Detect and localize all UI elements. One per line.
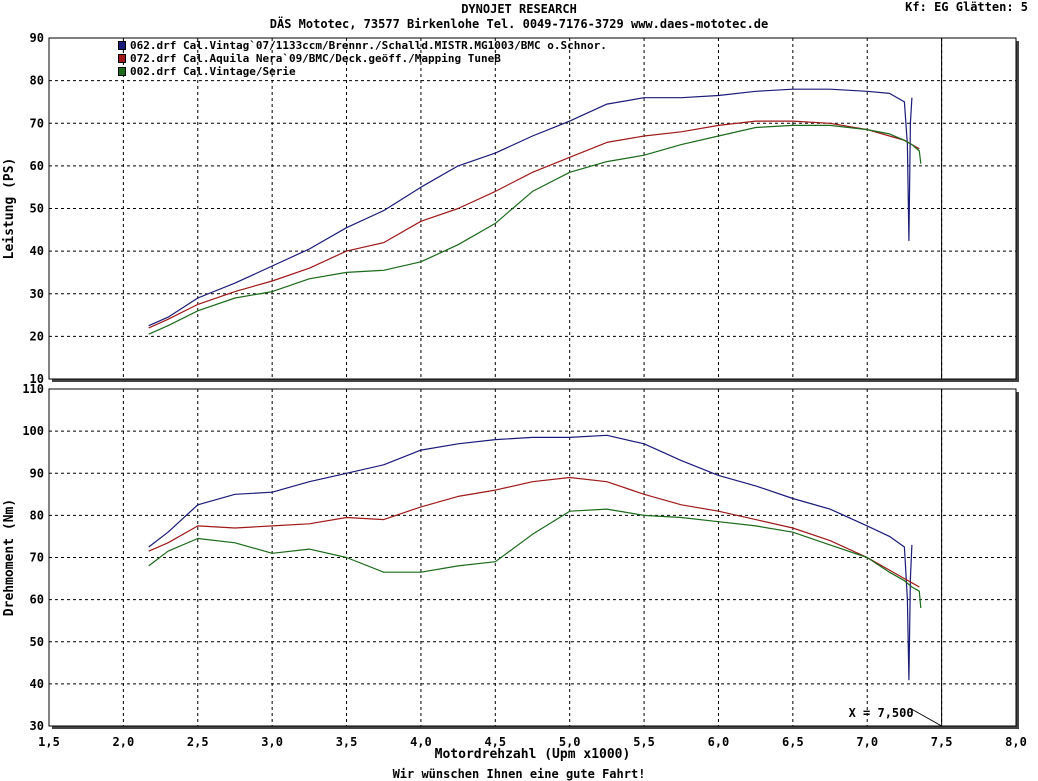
power-y-tick-label: 70 [30, 116, 44, 130]
power-series-062 [148, 88, 913, 327]
torque-series-062 [148, 434, 913, 681]
cursor-label: X = 7,500 [849, 706, 914, 720]
torque-y-tick-label: 80 [30, 508, 44, 522]
legend-swatch-072 [118, 54, 126, 63]
x-tick-label: 1,5 [38, 735, 60, 749]
x-tick-label: 6,5 [782, 735, 804, 749]
legend-label-002: 002.drf Cal.Vintage/Serie [130, 65, 296, 78]
smoothing-info: Kf: EG Glätten: 5 [905, 0, 1028, 14]
x-tick-label: 5,5 [633, 735, 655, 749]
legend-item-072: 072.drf Cal.Aquila Nera`09/BMC/Deck.geöf… [118, 52, 501, 65]
power-y-tick-label: 40 [30, 244, 44, 258]
legend-item-062: 062.drf Cal.Vintag`07/1133ccm/Brennr./Sc… [118, 39, 607, 52]
x-axis-label: Motordrehzahl (Upm x1000) [435, 747, 631, 762]
footer-text: Wir wünschen Ihnen eine gute Fahrt! [392, 767, 646, 781]
power-y-tick-label: 30 [30, 287, 44, 301]
legend-label-062: 062.drf Cal.Vintag`07/1133ccm/Brennr./Sc… [130, 39, 607, 52]
legend-item-002: 002.drf Cal.Vintage/Serie [118, 65, 296, 78]
torque-series-002 [148, 508, 922, 609]
legend-swatch-062 [118, 41, 126, 50]
power-series-002 [148, 124, 922, 335]
torque-y-tick-label: 30 [30, 719, 44, 733]
torque-y-tick-label: 90 [30, 466, 44, 480]
torque-y-tick-label: 40 [30, 677, 44, 691]
x-tick-label: 4,5 [484, 735, 506, 749]
power-y-tick-label: 90 [30, 31, 44, 45]
x-tick-label: 7,0 [856, 735, 878, 749]
chart-subtitle: DÄS Mototec, 73577 Birkenlohe Tel. 0049-… [269, 17, 769, 31]
x-tick-label: 4,0 [410, 735, 432, 749]
x-tick-label: 5,0 [559, 735, 581, 749]
x-tick-label: 2,5 [187, 735, 209, 749]
power-y-axis-label: Leistung (PS) [2, 158, 17, 260]
x-tick-label: 3,0 [261, 735, 283, 749]
x-tick-label: 2,0 [113, 735, 135, 749]
legend-swatch-002 [118, 67, 126, 76]
power-y-tick-label: 60 [30, 159, 44, 173]
legend-label-072: 072.drf Cal.Aquila Nera`09/BMC/Deck.geöf… [130, 52, 501, 65]
power-y-tick-label: 50 [30, 202, 44, 216]
torque-y-axis-label: Drehmoment (Nm) [2, 499, 17, 616]
power-y-tick-label: 80 [30, 74, 44, 88]
torque-y-tick-label: 60 [30, 593, 44, 607]
x-tick-label: 3,5 [336, 735, 358, 749]
torque-y-tick-label: 50 [30, 635, 44, 649]
x-tick-label: 8,0 [1005, 735, 1027, 749]
torque-y-tick-label: 110 [22, 382, 44, 396]
power-y-tick-label: 10 [30, 372, 44, 386]
x-tick-label: 6,0 [708, 735, 730, 749]
chart-title: DYNOJET RESEARCH [461, 2, 577, 16]
torque-y-tick-label: 100 [22, 424, 44, 438]
torque-y-tick-label: 70 [30, 551, 44, 565]
cursor-pointer-line [909, 707, 942, 727]
power-y-tick-label: 20 [30, 329, 44, 343]
x-tick-label: 7,5 [931, 735, 953, 749]
